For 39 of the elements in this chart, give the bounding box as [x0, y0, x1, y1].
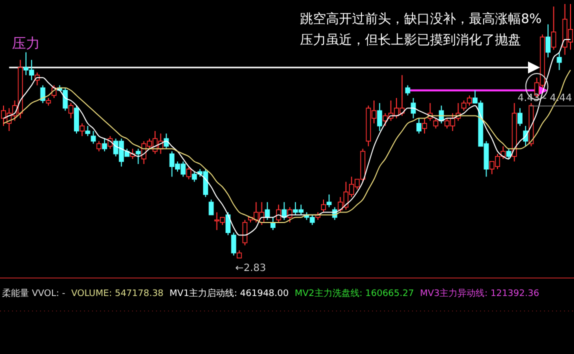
candlestick — [208, 199, 214, 216]
candlestick — [102, 138, 108, 152]
candlestick — [80, 122, 85, 137]
candlestick — [68, 102, 74, 119]
candlestick — [96, 140, 102, 152]
text: ←2.83 — [235, 263, 266, 274]
candlestick — [405, 84, 410, 96]
text: MV3主力异动线: 121392.36 — [420, 288, 540, 299]
annotation: 压力虽近，但长上影已摸到消化了抛盘 — [300, 33, 521, 48]
candlestick — [433, 118, 438, 129]
candlestick — [556, 52, 562, 71]
candlestick — [90, 130, 96, 144]
text: MV1主力启动线: 461948.00 — [170, 288, 289, 299]
candlestick — [242, 219, 248, 246]
text: MV2主力洗盘线: 160665.27 — [294, 288, 414, 299]
annotation: 跳空高开过前头，缺口没补，最高涨幅8% — [300, 11, 542, 27]
candlestick — [551, 6, 556, 50]
candlestick — [287, 206, 292, 223]
candlestick — [74, 105, 79, 134]
candlestick — [40, 84, 46, 104]
candlestick — [276, 204, 282, 223]
candlestick — [416, 118, 422, 134]
candlestick — [186, 166, 192, 180]
candlestick — [377, 102, 382, 132]
candlestick — [326, 194, 332, 208]
candlestick — [226, 212, 231, 236]
candlestick — [546, 24, 551, 58]
candlestick — [517, 108, 522, 126]
annotation: 压力 — [12, 36, 40, 52]
candlestick — [410, 97, 416, 119]
text: VOLUME: 547178.38 — [71, 289, 164, 299]
candlestick — [85, 125, 90, 137]
candlestick — [264, 202, 270, 220]
candlestick — [320, 199, 326, 213]
candlestick — [506, 148, 512, 160]
candlestick — [136, 148, 141, 165]
text: 柔能量 VVOL: - — [2, 288, 66, 299]
candlestick — [422, 118, 428, 134]
candlestick — [231, 232, 236, 256]
